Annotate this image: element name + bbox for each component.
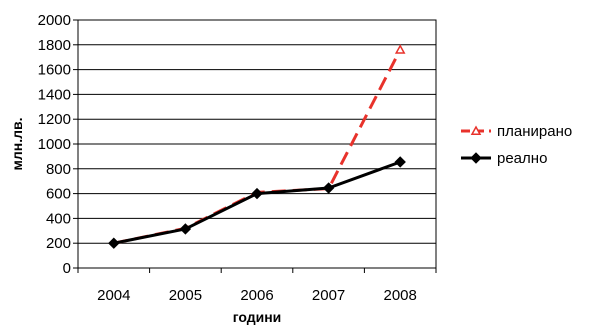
y-tick-label: 1800 (38, 37, 71, 54)
y-tick-label: 2000 (38, 12, 71, 29)
y-tick-label: 1000 (38, 136, 71, 153)
data-point (179, 223, 192, 235)
y-tick-label: 0 (63, 260, 71, 277)
x-tick-label: 2005 (169, 287, 202, 304)
legend: планирано реално (461, 123, 572, 167)
x-tick-label: 2004 (97, 287, 130, 304)
y-tick-label: 800 (46, 161, 71, 178)
y-tick-label: 1200 (38, 111, 71, 128)
data-point (322, 182, 335, 194)
data-point (394, 156, 406, 168)
data-point (394, 44, 406, 54)
series-layer (108, 44, 406, 249)
y-tick-labels: 0 200 400 600 800 1000 1200 1400 1600 1800 2000 (38, 12, 71, 277)
data-point (108, 237, 120, 249)
x-axis-title: години (233, 309, 282, 325)
y-axis-title: млн.лв. (9, 118, 25, 171)
y-tick-label: 400 (46, 210, 71, 227)
data-point (251, 187, 263, 200)
x-tick-label: 2006 (240, 287, 273, 304)
y-tick-label: 200 (46, 235, 71, 252)
series-actual (108, 156, 406, 249)
legend-marker (470, 125, 482, 135)
x-tick-label: 2007 (312, 287, 345, 304)
gridlines (73, 19, 436, 269)
y-tick-label: 600 (46, 186, 71, 203)
legend-marker (470, 152, 482, 164)
legend-label: реално (497, 150, 547, 167)
legend-label: планирано (497, 123, 572, 140)
x-tick-label: 2008 (384, 287, 417, 304)
y-tick-label: 1600 (38, 62, 71, 79)
plot-area (77, 19, 437, 269)
series-line (113, 49, 402, 245)
x-tick-labels: 2004 2005 2006 2007 2008 (97, 287, 417, 304)
y-tick-label: 1400 (38, 86, 71, 103)
x-tick-marks (77, 268, 437, 273)
legend-item: планирано (461, 123, 572, 140)
legend-item: реално (461, 150, 547, 167)
series-line (113, 160, 401, 245)
